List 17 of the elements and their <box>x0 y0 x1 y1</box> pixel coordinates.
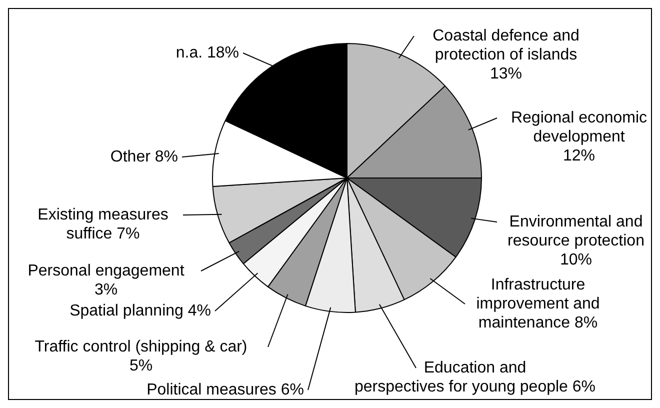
slice-label: Education and perspectives for young people 6% <box>354 359 596 396</box>
slice-label: Traffic control (shipping & car) <box>34 338 248 356</box>
slice-label: Spatial planning 4% <box>70 302 211 320</box>
slice-label: Other 8% <box>110 148 178 166</box>
slice-label: Environmental and resource protection <box>508 213 644 250</box>
data-label: 12% <box>562 147 596 164</box>
slice-label: n.a. 18% <box>176 44 239 62</box>
slice-label: Coastal defence and protection of islands <box>432 27 580 64</box>
data-label: 13% <box>490 65 522 82</box>
data-label: 5% <box>129 357 153 374</box>
slice-label: Regional economic development <box>510 109 648 146</box>
data-label: 3% <box>94 281 118 298</box>
slice-label: Political measures 6% <box>146 381 304 398</box>
slice-label: Infrastructure improvement and maintenance 8% <box>476 276 600 332</box>
slice-label: Existing measures suffice 7% <box>38 206 168 242</box>
slice-label: Personal engagement <box>28 262 185 280</box>
data-label: 10% <box>560 251 592 268</box>
